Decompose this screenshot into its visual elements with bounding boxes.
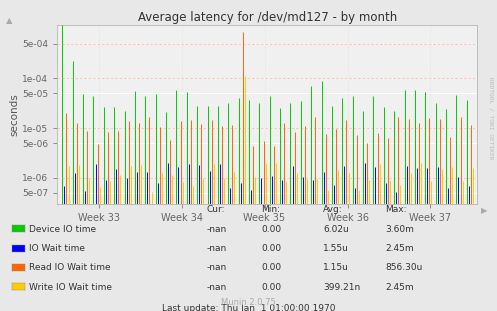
Text: 856.30u: 856.30u [385, 263, 422, 272]
Text: Read IO Wait time: Read IO Wait time [29, 263, 110, 272]
Text: Last update: Thu Jan  1 01:00:00 1970: Last update: Thu Jan 1 01:00:00 1970 [162, 304, 335, 311]
Text: 1.15u: 1.15u [323, 263, 349, 272]
Text: Write IO Wait time: Write IO Wait time [29, 283, 112, 291]
Text: 1.55u: 1.55u [323, 244, 349, 253]
Text: ▶: ▶ [481, 207, 488, 215]
Text: Avg:: Avg: [323, 206, 342, 214]
Text: RRDTOOL / TOBI OETIKER: RRDTOOL / TOBI OETIKER [488, 77, 493, 160]
Title: Average latency for /dev/md127 - by month: Average latency for /dev/md127 - by mont… [138, 11, 397, 24]
Text: 2.45m: 2.45m [385, 244, 414, 253]
Text: 2.45m: 2.45m [385, 283, 414, 291]
Text: -nan: -nan [206, 283, 227, 291]
Text: 0.00: 0.00 [261, 244, 281, 253]
Text: 0.00: 0.00 [261, 263, 281, 272]
Text: Max:: Max: [385, 206, 407, 214]
Text: Cur:: Cur: [206, 206, 225, 214]
Text: 0.00: 0.00 [261, 225, 281, 234]
Text: Device IO time: Device IO time [29, 225, 96, 234]
Text: ▲: ▲ [5, 16, 12, 25]
Text: IO Wait time: IO Wait time [29, 244, 85, 253]
Text: Munin 2.0.75: Munin 2.0.75 [221, 298, 276, 307]
Text: 3.60m: 3.60m [385, 225, 414, 234]
Text: 6.02u: 6.02u [323, 225, 349, 234]
Text: 0.00: 0.00 [261, 283, 281, 291]
Text: 399.21n: 399.21n [323, 283, 360, 291]
Y-axis label: seconds: seconds [9, 93, 19, 136]
Text: -nan: -nan [206, 244, 227, 253]
Text: -nan: -nan [206, 225, 227, 234]
Text: -nan: -nan [206, 263, 227, 272]
Text: Min:: Min: [261, 206, 280, 214]
